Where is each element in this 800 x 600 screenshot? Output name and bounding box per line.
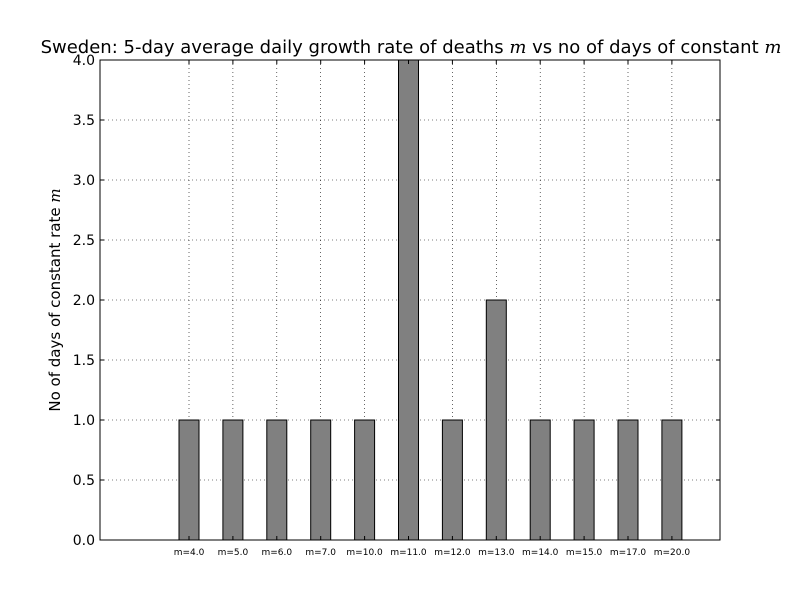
x-tick-label-2: m=6.0 [261,548,292,558]
x-tick-label-1: m=5.0 [218,548,249,558]
bar-4 [354,419,376,541]
y-tick-label-4: 2.0 [73,293,95,309]
y-tick-label-0: 0.0 [73,533,95,549]
chart-title-variable-1: m [509,37,526,58]
x-tick-label-5: m=11.0 [390,548,427,558]
chart-title-prefix: Sweden: 5-day average daily growth rate … [41,37,510,58]
bar-6 [441,419,463,541]
bar-11 [661,419,683,541]
y-axis-label: No of days of constant rate m [46,188,64,411]
bar-9 [573,419,595,541]
y-tick-label-3: 1.5 [73,353,95,369]
x-tick-label-10: m=17.0 [610,548,647,558]
y-axis-label-variable: m [46,188,64,202]
bar-8 [529,419,551,541]
bars [178,59,683,541]
ticks: 0.0 0.5 1.0 1.5 2.0 2.5 3.0 3.5 4.0 m=4.0 m=5.0 m=6… [73,53,720,558]
x-tick-label-7: m=13.0 [478,548,515,558]
x-tick-label-8: m=14.0 [522,548,559,558]
bar-1 [222,419,244,541]
x-tick-label-3: m=7.0 [305,548,336,558]
chart-title: Sweden: 5-day average daily growth rate … [41,37,782,58]
y-tick-label-7: 3.5 [73,113,95,129]
x-tick-label-9: m=15.0 [566,548,603,558]
plot-area-frame [99,59,721,541]
y-tick-label-5: 2.5 [73,233,95,249]
bar-7 [485,299,507,541]
y-tick-label-2: 1.0 [73,413,95,429]
y-axis-label-prefix: No of days of constant rate [46,203,64,412]
bar-2 [266,419,288,541]
bar-10 [617,419,639,541]
bar-0 [178,419,200,541]
x-tick-label-11: m=20.0 [654,548,691,558]
y-tick-label-1: 0.5 [73,473,95,489]
x-tick-label-0: m=4.0 [174,548,205,558]
y-tick-label-6: 3.0 [73,173,95,189]
y-tick-label-8: 4.0 [73,53,95,69]
x-tick-label-6: m=12.0 [434,548,471,558]
chart-title-middle: vs no of days of constant [526,37,764,58]
bar-5 [398,59,419,541]
bar-3 [310,419,332,541]
chart-title-variable-2: m [764,37,781,58]
x-tick-label-4: m=10.0 [346,548,383,558]
